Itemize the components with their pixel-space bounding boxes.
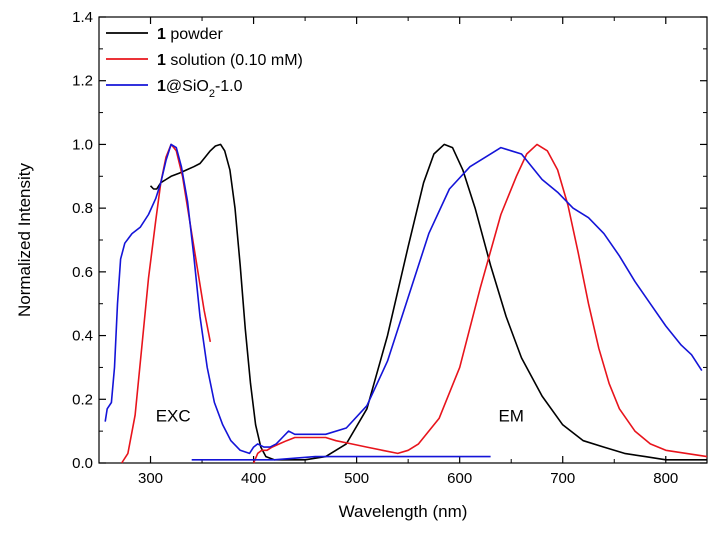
x-tick-label: 400 [241, 470, 266, 487]
series-line-1-1 [252, 143, 708, 464]
x-axis-title: Wavelength (nm) [339, 502, 468, 521]
series-line-1-0 [121, 143, 212, 464]
y-tick-label: 0.4 [72, 328, 93, 345]
legend-text: solution (0.10 mM) [166, 52, 303, 69]
x-tick-label: 700 [550, 470, 575, 487]
legend-suffix: -1.0 [215, 78, 243, 95]
legend-label-1: 1 solution (0.10 mM) [157, 52, 303, 69]
x-tick-label: 500 [344, 470, 369, 487]
series-line-2-0 [104, 143, 703, 455]
x-tick-label: 600 [447, 470, 472, 487]
y-tick-label: 0.6 [72, 264, 93, 281]
legend-label-2: 1@SiO2-1.0 [157, 78, 243, 100]
series-line-0-0 [149, 143, 285, 461]
y-tick-label: 0.2 [72, 391, 93, 408]
annotation-em: EM [498, 407, 524, 426]
legend-text: powder [166, 26, 224, 43]
y-tick-label: 1.4 [72, 9, 93, 26]
annotation-exc: EXC [156, 407, 191, 426]
legend-text: @SiO [166, 78, 209, 95]
legend-label-0: 1 powder [157, 26, 224, 43]
y-tick-label: 1.0 [72, 136, 93, 153]
legend-compound-number: 1 [157, 78, 166, 95]
x-tick-label: 800 [653, 470, 678, 487]
series-line-0-1 [284, 143, 707, 461]
y-tick-label: 1.2 [72, 73, 93, 90]
legend-subscript: 2 [209, 88, 215, 100]
x-tick-label: 300 [138, 470, 163, 487]
series-line-2-1 [191, 455, 491, 461]
y-tick-label: 0.8 [72, 200, 93, 217]
y-tick-label: 0.0 [72, 455, 93, 472]
legend-compound-number: 1 [157, 26, 166, 43]
y-axis-title: Normalized Intensity [15, 163, 34, 318]
legend-compound-number: 1 [157, 52, 166, 69]
